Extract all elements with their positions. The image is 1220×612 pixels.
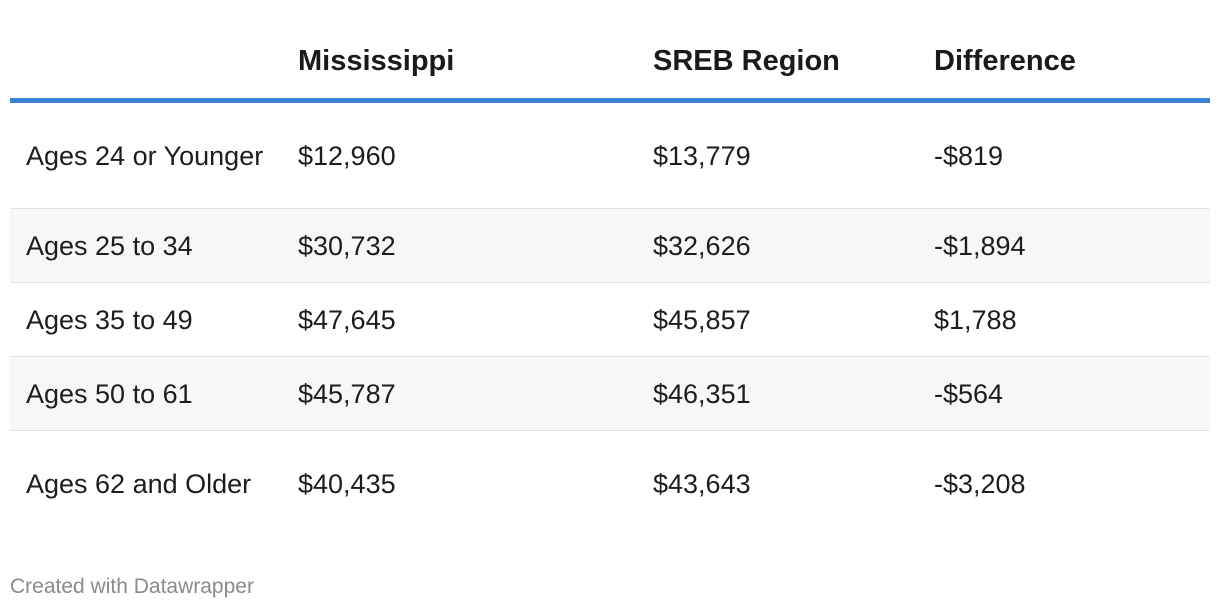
mississippi-value: $40,435: [298, 469, 396, 499]
datawrapper-credit: Created with Datawrapper: [10, 575, 254, 598]
table-row: Ages 24 or Younger $12,960 $13,779 -$819: [10, 103, 1210, 209]
difference-value: -$1,894: [934, 230, 1026, 261]
row-label: Ages 35 to 49: [26, 304, 193, 335]
sreb-region-value: $13,779: [653, 140, 751, 171]
sreb-region-value: $46,351: [653, 378, 751, 409]
row-label: Ages 62 and Older: [26, 469, 252, 499]
row-label: Ages 24 or Younger: [26, 140, 264, 171]
table-row: Ages 25 to 34 $30,732 $32,626 -$1,894: [10, 209, 1210, 283]
table-row: Ages 62 and Older $40,435 $43,643 -$3,20…: [10, 431, 1210, 537]
mississippi-value: $12,960: [298, 140, 396, 171]
mississippi-value: $30,732: [298, 230, 396, 261]
sreb-region-value: $45,857: [653, 304, 751, 335]
data-table: Mississippi SREB Region Difference Ages …: [10, 0, 1210, 537]
table-header: Mississippi SREB Region Difference: [10, 0, 1210, 103]
sreb-region-value: $43,643: [653, 469, 751, 499]
column-header-mississippi: Mississippi: [298, 45, 455, 77]
difference-value: $1,788: [934, 304, 1017, 335]
sreb-region-value: $32,626: [653, 230, 751, 261]
difference-value: -$564: [934, 378, 1004, 409]
column-header-sreb-region: SREB Region: [653, 45, 840, 77]
row-label: Ages 50 to 61: [26, 378, 193, 409]
table-row: Ages 50 to 61 $45,787 $46,351 -$564: [10, 357, 1210, 431]
difference-value: -$819: [934, 140, 1004, 171]
difference-value: -$3,208: [934, 469, 1026, 499]
table-row: Ages 35 to 49 $47,645 $45,857 $1,788: [10, 283, 1210, 357]
mississippi-value: $45,787: [298, 378, 396, 409]
column-header-difference: Difference: [934, 45, 1076, 77]
row-label: Ages 25 to 34: [26, 230, 193, 261]
mississippi-value: $47,645: [298, 304, 396, 335]
